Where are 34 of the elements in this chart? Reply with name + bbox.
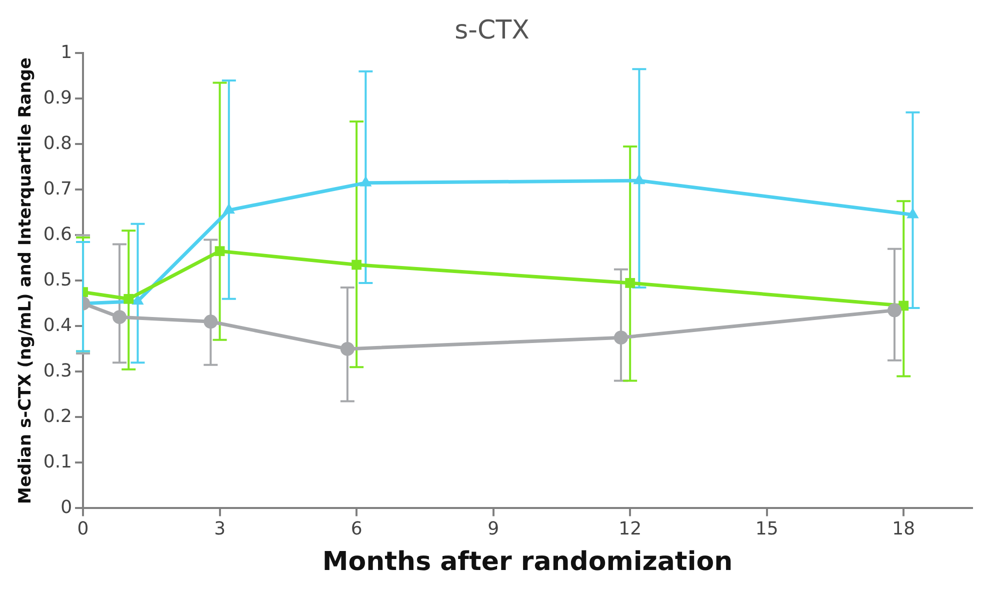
y-tick-label: 0.5	[43, 269, 72, 290]
y-tick-label: 1	[60, 42, 72, 63]
point	[204, 314, 218, 329]
point	[888, 303, 902, 318]
x-axis-title: Months after randomization	[322, 547, 733, 578]
point	[352, 260, 362, 270]
x-tick-label: 0	[77, 518, 89, 540]
point	[214, 246, 225, 256]
y-tick-label: 0.8	[43, 132, 72, 154]
y-tick-label: 0.4	[43, 314, 72, 336]
y-tick-label: 0	[60, 496, 72, 518]
point	[340, 342, 354, 356]
y-tick-label: 0.3	[43, 360, 72, 382]
x-tick-label: 18	[892, 518, 916, 540]
point	[614, 330, 628, 345]
x-tick-label: 6	[350, 518, 362, 540]
point	[112, 310, 126, 324]
y-tick-label: 0.6	[43, 224, 72, 245]
point	[222, 203, 235, 214]
y-axis-title: Median s-CTX (ng/mL) and Interquartile Range	[16, 57, 36, 504]
y-tick-label: 0.2	[43, 406, 72, 427]
point	[906, 208, 919, 218]
y-tick-label: 0.7	[43, 178, 72, 200]
x-tick-label: 15	[755, 518, 778, 540]
chart-title: s-CTX	[454, 15, 530, 46]
point	[360, 176, 372, 186]
point	[633, 174, 646, 184]
point	[124, 294, 134, 304]
y-tick-label: 0.9	[43, 87, 72, 108]
y-tick-label: 0.1	[43, 451, 72, 472]
x-tick-label: 12	[618, 518, 642, 540]
x-tick-label: 9	[488, 518, 500, 540]
x-tick-label: 3	[214, 518, 226, 540]
point	[625, 278, 636, 288]
